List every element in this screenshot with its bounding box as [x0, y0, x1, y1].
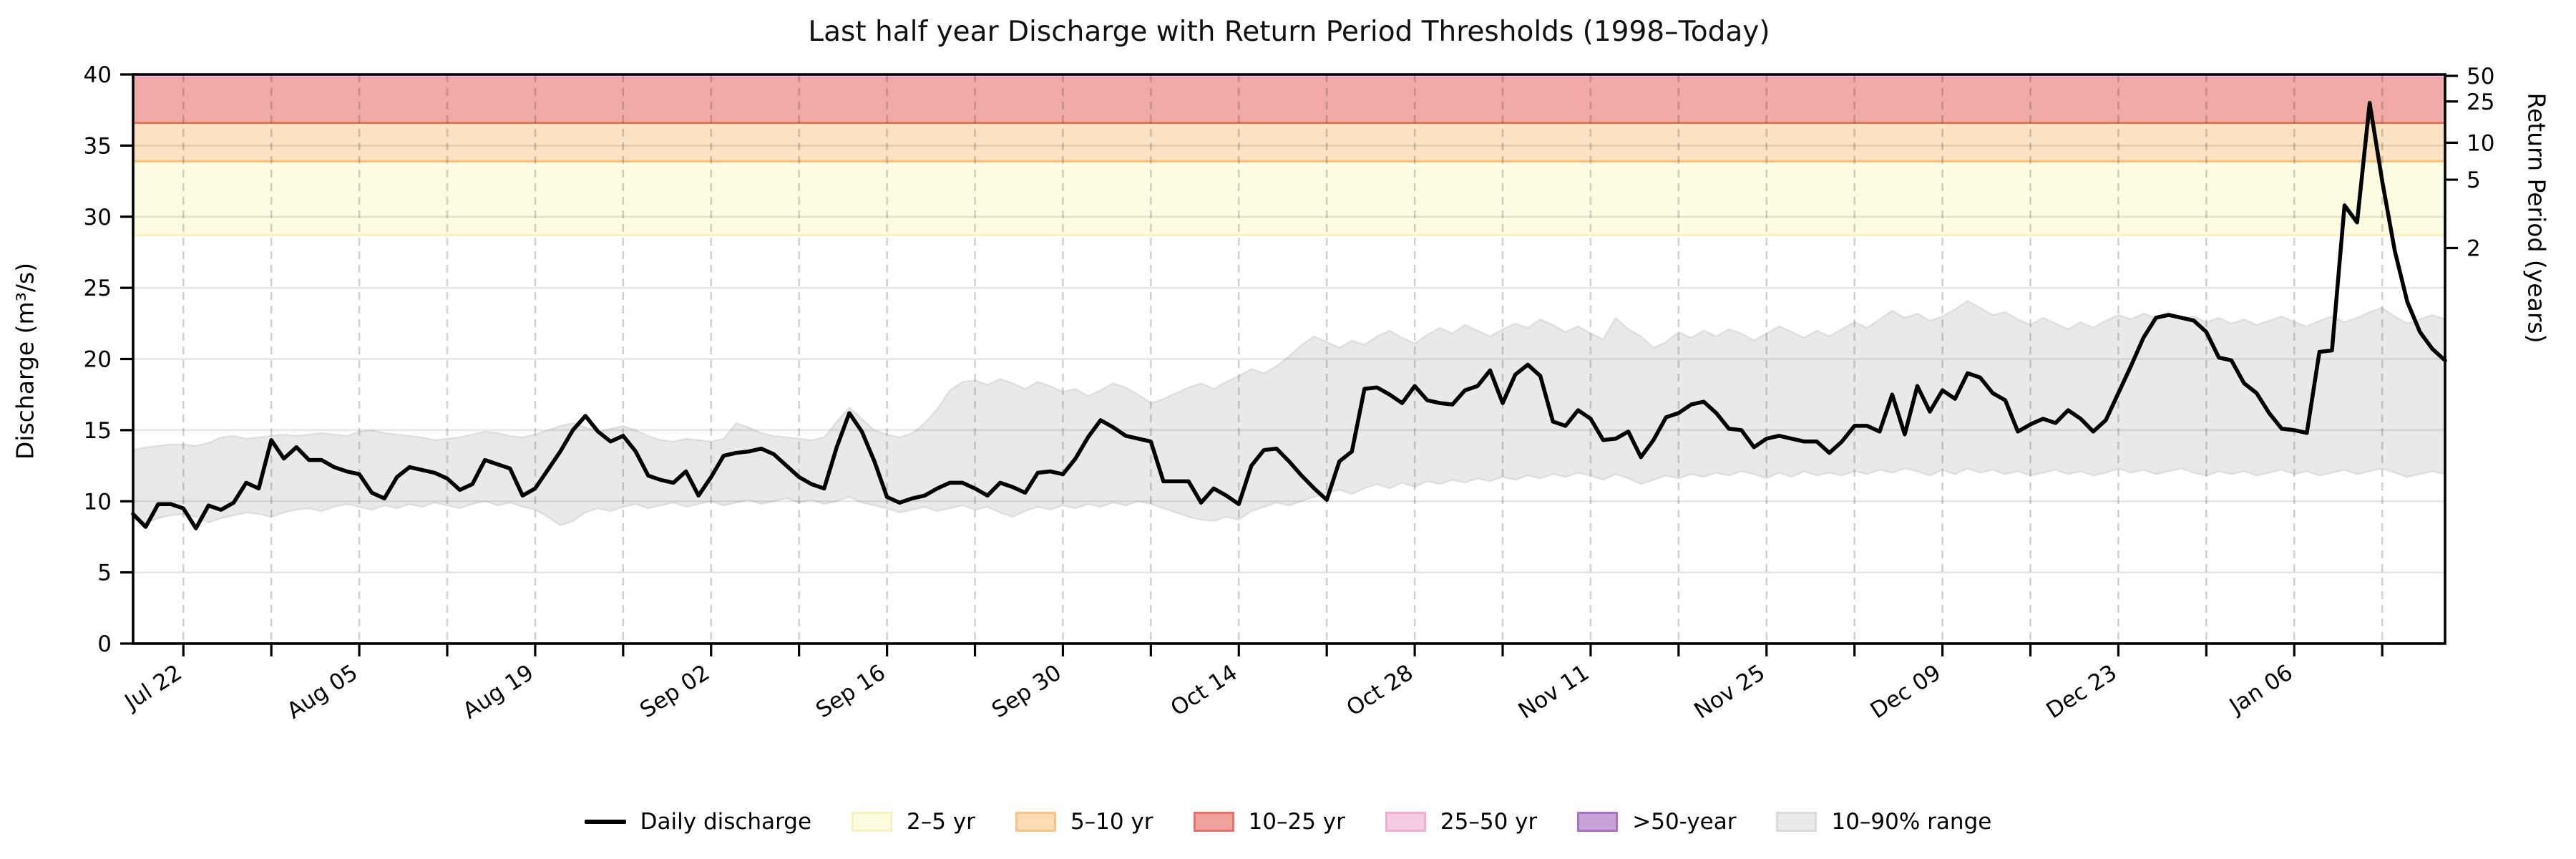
legend-label: 25–50 yr: [1440, 809, 1538, 835]
x-tick-label: Aug 19: [459, 660, 539, 724]
x-tick-label: Jan 06: [2224, 660, 2298, 720]
legend-label: Daily discharge: [640, 809, 812, 835]
legend-item: 10–25 yr: [1193, 809, 1345, 835]
x-tick-label: Sep 02: [635, 660, 714, 724]
y-tick-label: 15: [84, 418, 112, 444]
right-tick-label: 10: [2467, 130, 2494, 156]
band-edge-line: [133, 234, 2445, 237]
legend-item: 10–90% range: [1776, 809, 1991, 835]
chart-title: Last half year Discharge with Return Per…: [808, 16, 1770, 48]
y-tick-label: 5: [97, 560, 112, 586]
legend-label: 2–5 yr: [907, 809, 975, 835]
return-period-band: [133, 122, 2445, 162]
band-edge-line: [133, 160, 2445, 162]
legend-label: 10–90% range: [1831, 809, 1992, 835]
y-tick-label: 40: [84, 62, 112, 88]
right-tick-label: 2: [2467, 236, 2481, 261]
legend-patch-swatch: [1577, 812, 1619, 832]
legend-item: 5–10 yr: [1015, 809, 1153, 835]
y-tick-label: 0: [97, 631, 112, 657]
y-axis-label-right: Return Period (years): [2522, 92, 2551, 344]
percentile-range-area: [132, 299, 2446, 527]
daily-discharge-line: [131, 101, 2447, 530]
y-tick-label: 25: [84, 276, 112, 301]
chart-legend: Daily discharge 2–5 yr 5–10 yr 10–25 yr 25–5…: [0, 793, 2576, 850]
legend-patch-swatch: [1015, 812, 1056, 832]
legend-item: >50-year: [1577, 809, 1736, 835]
legend-patch-swatch: [1193, 812, 1234, 832]
y-axis-label-left: Discharge (m³/s): [11, 262, 39, 460]
x-tick-label: Nov 25: [1689, 660, 1770, 724]
legend-patch-swatch: [1776, 812, 1818, 832]
legend-patch-swatch: [852, 812, 893, 832]
right-tick-label: 50: [2467, 64, 2494, 89]
return-period-band: [133, 74, 2445, 78]
band-edge-line: [133, 122, 2445, 125]
x-tick-label: Sep 30: [987, 660, 1066, 724]
y-tick-label: 35: [84, 133, 112, 159]
return-period-band: [133, 161, 2445, 236]
x-tick-label: Dec 09: [1866, 660, 1946, 724]
y-tick-label: 10: [84, 489, 112, 515]
y-tick-label: 30: [84, 205, 112, 230]
x-tick-label: Aug 05: [283, 660, 363, 724]
legend-label: 10–25 yr: [1248, 809, 1345, 835]
legend-line-swatch: [584, 820, 626, 824]
x-tick-label: Sep 16: [811, 660, 890, 724]
legend-item: Daily discharge: [584, 809, 812, 835]
legend-label: >50-year: [1632, 809, 1737, 835]
right-tick-label: 5: [2467, 168, 2481, 193]
return-period-band: [133, 77, 2445, 123]
legend-item: 2–5 yr: [852, 809, 975, 835]
x-tick-label: Jul 22: [119, 660, 187, 717]
legend-patch-swatch: [1385, 812, 1426, 832]
x-tick-label: Oct 28: [1342, 660, 1418, 722]
right-tick-label: 25: [2467, 89, 2494, 115]
x-tick-label: Oct 14: [1166, 660, 1242, 722]
x-tick-label: Nov 11: [1514, 660, 1594, 724]
y-tick-label: 20: [84, 347, 112, 373]
x-tick-label: Dec 23: [2042, 660, 2122, 724]
legend-label: 5–10 yr: [1070, 809, 1153, 835]
legend-item: 25–50 yr: [1385, 809, 1537, 835]
band-edge-line: [133, 77, 2445, 79]
